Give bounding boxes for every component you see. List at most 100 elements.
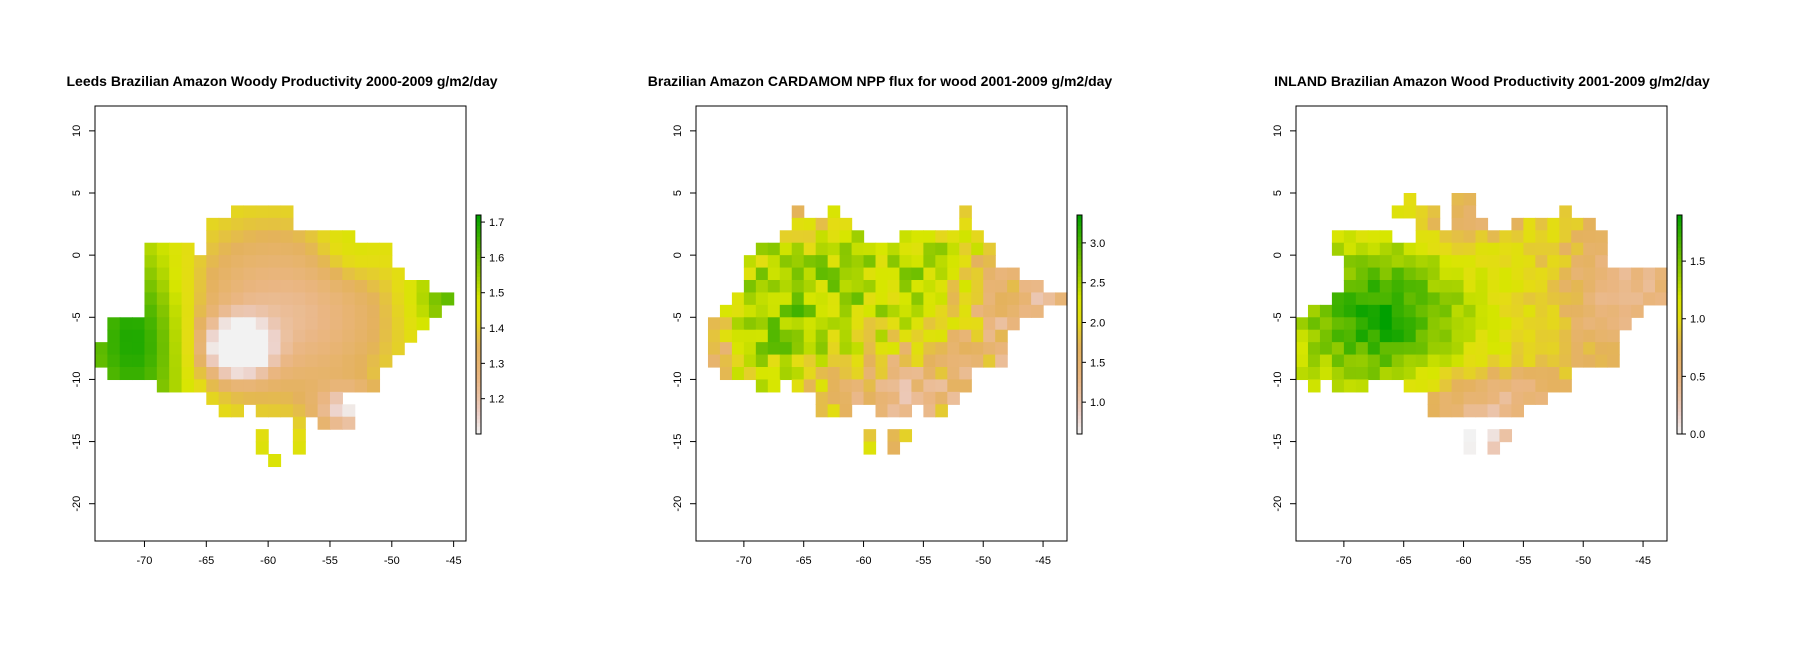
grid-cell [791, 354, 805, 368]
grid-cell [803, 242, 817, 256]
legend-swatch [476, 313, 481, 318]
legend-swatch [1077, 379, 1082, 384]
grid-cell [119, 317, 133, 331]
grid-cell [1355, 267, 1369, 281]
grid-cell [755, 379, 769, 393]
grid-cell [218, 354, 232, 368]
grid-cell [1355, 304, 1369, 318]
grid-cell [292, 441, 306, 455]
grid-cell [1343, 267, 1357, 281]
legend-swatch [476, 295, 481, 300]
grid-cell [169, 354, 183, 368]
grid-cell [1463, 367, 1477, 381]
grid-cell [755, 280, 769, 294]
legend-swatch [476, 298, 481, 304]
grid-cell [1403, 304, 1417, 318]
grid-cell [887, 242, 901, 256]
grid-cell [1391, 354, 1405, 368]
grid-cell [1463, 304, 1477, 318]
grid-cell [354, 354, 368, 368]
grid-cell [317, 304, 331, 318]
grid-cell [815, 354, 829, 368]
grid-cell [1007, 304, 1020, 318]
grid-cell [1475, 391, 1489, 405]
grid-cell [1031, 292, 1044, 306]
grid-cell [1595, 292, 1608, 306]
grid-cell [1559, 367, 1572, 381]
grid-cell [1475, 329, 1489, 343]
grid-cell [95, 354, 108, 368]
legend-swatch [1077, 368, 1082, 373]
grid-cell [206, 304, 220, 318]
grid-cell [1475, 367, 1489, 381]
grid-cell [1571, 242, 1584, 256]
y-tick-label: -5 [1272, 312, 1284, 322]
grid-cell [181, 242, 195, 256]
legend-swatch [1677, 368, 1682, 373]
grid-cell [995, 280, 1008, 294]
grid-cell [181, 329, 195, 343]
grid-cell [1367, 230, 1381, 244]
legend-tick-label: 1.5 [1690, 256, 1705, 268]
grid-cell [280, 230, 294, 244]
grid-cell [1547, 217, 1560, 231]
grid-cell [342, 342, 356, 356]
grid-cell [815, 404, 829, 418]
grid-cell [947, 342, 960, 356]
grid-cell [193, 342, 207, 356]
grid-cell [231, 304, 244, 318]
grid-cell [971, 304, 984, 318]
grid-cell [827, 317, 841, 331]
grid-cell [911, 242, 924, 256]
grid-cell [1511, 391, 1524, 405]
grid-cell [1427, 205, 1441, 219]
grid-cell [156, 354, 170, 368]
grid-cell [391, 317, 405, 331]
grid-cell [971, 329, 984, 343]
y-tick-label: -20 [672, 496, 684, 512]
grid-cell [1439, 391, 1453, 405]
grid-cell [827, 205, 841, 219]
grid-cell [899, 292, 913, 306]
grid-cell [169, 329, 183, 343]
grid-cell [119, 367, 133, 381]
grid-cell [1307, 367, 1321, 381]
grid-cell [1463, 342, 1477, 356]
grid-cell [947, 379, 960, 393]
grid-cell [851, 367, 865, 381]
grid-cell [181, 292, 195, 306]
grid-cell [218, 280, 232, 294]
grid-cell [292, 354, 306, 368]
grid-cell [255, 367, 269, 381]
grid-cell [1463, 429, 1477, 443]
grid-cell [1379, 367, 1393, 381]
x-tick-label: -65 [198, 555, 214, 567]
grid-cell [1547, 280, 1560, 294]
grid-cell [132, 342, 146, 356]
x-tick-label: -60 [1456, 555, 1472, 567]
grid-cell [317, 267, 331, 281]
grid-cell [899, 242, 913, 256]
plot-frame-cardamom [695, 105, 1068, 542]
grid-cell [1499, 404, 1513, 418]
legend-swatch [476, 393, 481, 398]
grid-cell [971, 267, 984, 281]
grid-cell [280, 379, 294, 393]
grid-cell [119, 342, 133, 356]
grid-cell [767, 304, 781, 318]
x-tick-label: -55 [915, 555, 931, 567]
x-tick-label: -55 [1515, 555, 1531, 567]
legend-swatch [1677, 251, 1682, 256]
legend-swatch [476, 419, 481, 424]
grid-cell [255, 267, 269, 281]
grid-cell [1643, 280, 1656, 294]
grid-cell [1427, 404, 1441, 418]
legend-swatch [1677, 426, 1682, 431]
grid-cell [1511, 367, 1524, 381]
grid-cell [379, 304, 393, 318]
grid-cell [863, 255, 877, 269]
grid-cell [329, 292, 343, 306]
grid-cell [1019, 292, 1032, 306]
grid-cell [1619, 280, 1632, 294]
legend-tick-label: 1.4 [489, 323, 504, 335]
